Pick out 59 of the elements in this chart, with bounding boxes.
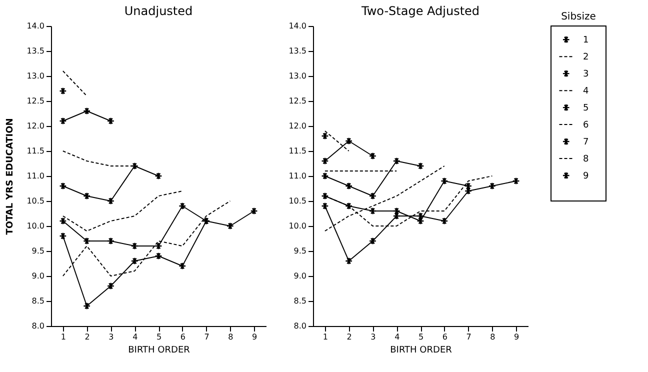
y-tick-label: 9.0 — [294, 272, 306, 280]
legend-label: 1 — [583, 36, 589, 46]
x-tick-label: 1 — [60, 332, 66, 342]
y-tick-label: 10.5 — [288, 196, 306, 206]
x-tick-label: 4 — [394, 332, 400, 342]
y-tick-label: 12.5 — [26, 96, 44, 106]
x-tick-label: 6 — [442, 332, 448, 342]
legend-label: 6 — [583, 120, 589, 131]
y-tick-label: 14.0 — [288, 22, 306, 30]
y-tick-label: 13.0 — [26, 72, 44, 80]
x-tick-label: 9 — [514, 332, 520, 342]
legend-label: 2 — [583, 52, 589, 63]
y-tick-label: 10.0 — [26, 222, 44, 230]
legend-title: Sibsize — [561, 12, 596, 22]
chart-title: Unadjusted — [124, 4, 193, 18]
y-tick-label: 13.5 — [288, 46, 306, 56]
x-tick-label: 5 — [156, 332, 162, 342]
x-tick-label: 9 — [252, 332, 258, 342]
y-tick-label: 10.0 — [288, 222, 306, 230]
x-tick-label: 8 — [228, 332, 234, 342]
x-axis-title: BIRTH ORDER — [390, 346, 452, 356]
legend-label: 3 — [583, 70, 589, 80]
y-tick-label: 13.0 — [288, 72, 306, 80]
legend-label: 8 — [583, 154, 589, 165]
y-tick-label: 12.0 — [288, 122, 306, 130]
x-tick-label: 3 — [108, 332, 114, 342]
y-tick-label: 10.5 — [26, 196, 44, 206]
legend-label: 5 — [583, 104, 589, 114]
legend-label: 9 — [583, 172, 589, 182]
y-tick-label: 9.5 — [294, 246, 306, 256]
y-tick-label: 9.0 — [32, 272, 44, 280]
x-tick-label: 1 — [322, 332, 328, 342]
x-tick-label: 5 — [418, 332, 424, 342]
y-tick-label: 8.0 — [32, 322, 44, 330]
y-tick-label: 11.5 — [26, 146, 44, 156]
x-tick-label: 2 — [84, 332, 90, 342]
x-tick-label: 7 — [466, 332, 472, 342]
x-tick-label: 8 — [490, 332, 496, 342]
y-tick-label: 11.0 — [288, 172, 306, 180]
y-tick-label: 13.5 — [26, 46, 44, 56]
x-tick-label: 6 — [180, 332, 186, 342]
y-tick-label: 14.0 — [26, 22, 44, 30]
y-tick-label: 12.0 — [26, 122, 44, 130]
y-tick-label: 8.5 — [294, 296, 306, 306]
y-tick-label: 12.5 — [288, 96, 306, 106]
x-tick-label: 2 — [346, 332, 352, 342]
y-tick-label: 11.0 — [26, 172, 44, 180]
x-tick-label: 3 — [370, 332, 376, 342]
x-tick-label: 4 — [132, 332, 138, 342]
y-tick-label: 11.5 — [288, 146, 306, 156]
y-tick-label: 8.0 — [294, 322, 306, 330]
chart-title: Two-Stage Adjusted — [360, 4, 480, 18]
y-axis-title: TOTAL YRS EDUCATION — [6, 118, 16, 235]
y-tick-label: 8.5 — [32, 296, 44, 306]
legend-label: 7 — [583, 138, 589, 148]
x-axis-title: BIRTH ORDER — [128, 346, 190, 356]
y-tick-label: 9.5 — [32, 246, 44, 256]
legend-label: 4 — [583, 86, 589, 97]
x-tick-label: 7 — [204, 332, 210, 342]
